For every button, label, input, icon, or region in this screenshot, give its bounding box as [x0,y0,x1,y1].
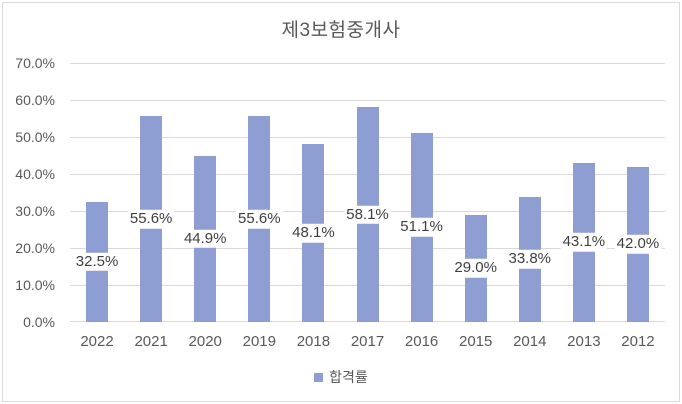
x-axis-tick-label: 2015 [458,333,493,350]
y-axis-tick-label: 60.0% [15,92,55,108]
x-axis-tick-label: 2012 [621,333,655,350]
legend: 합격률 [0,367,682,387]
y-axis-tick-label: 0.0% [23,314,55,330]
x-axis-tick-label: 2019 [242,333,276,350]
y-axis-tick-label: 20.0% [15,240,55,256]
bar-value-label: 32.5% [73,252,121,272]
bar-value-label: 44.9% [181,229,229,249]
x-axis-tick-label: 2014 [513,333,547,350]
bar-value-label: 43.1% [560,233,608,252]
bar-value-label: 48.1% [290,223,337,243]
bar-value-label: 58.1% [344,205,391,224]
y-axis-tick-label: 40.0% [15,166,55,182]
x-axis-tick-label: 2018 [296,333,331,350]
chart-title: 제3보험중개사 [281,20,401,41]
gridline [70,63,665,64]
bar-value-label: 42.0% [614,235,662,254]
x-axis-tick-label: 2013 [567,333,601,350]
bar-value-label: 51.1% [398,218,445,237]
bar-value-label: 55.6% [236,209,283,229]
y-axis-tick-label: 70.0% [15,55,55,71]
y-axis-tick-label: 30.0% [15,203,55,219]
x-axis-tick-label: 2016 [404,333,439,350]
gridline [70,100,665,101]
x-axis-tick-label: 2017 [350,333,385,350]
bar-value-label: 55.6% [127,209,175,229]
legend-swatch-icon [314,372,324,382]
x-axis-tick-label: 2021 [134,333,168,350]
x-axis-tick-label: 2022 [80,333,114,350]
bar-value-label: 29.0% [452,259,499,278]
x-axis-tick-label: 2020 [188,333,222,350]
plot-area: 32.5% 55.6% 44.9% 55.6% 48.1% 58.1% 51.1% 29.0%… [70,63,665,322]
legend-series-label: 합격률 [329,369,368,385]
y-axis-tick-label: 50.0% [15,129,55,145]
bar-value-label: 33.8% [506,250,554,269]
y-axis-tick-label: 10.0% [15,277,55,293]
